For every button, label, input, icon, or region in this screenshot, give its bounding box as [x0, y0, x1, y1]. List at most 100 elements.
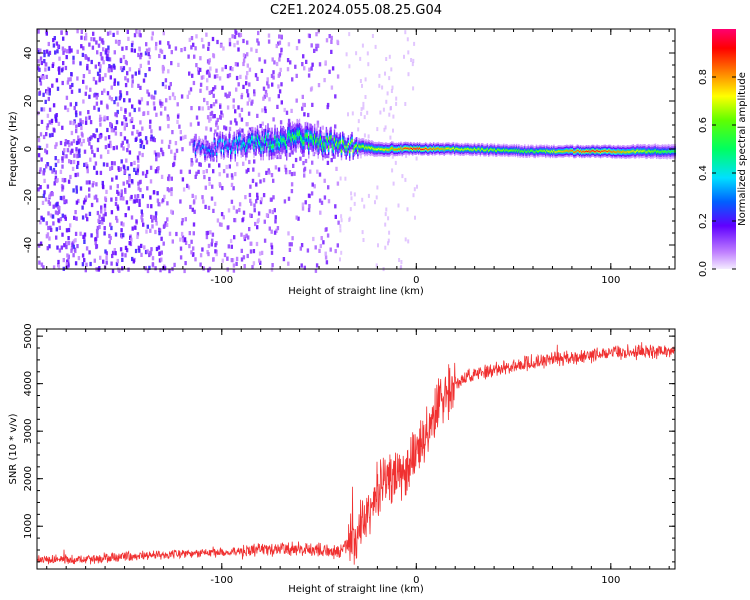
spectrogram-cell: [114, 201, 118, 206]
spectrogram-cell: [72, 188, 75, 193]
spectrogram-cell: [104, 136, 107, 141]
spectrogram-cell: [340, 250, 343, 255]
spectrogram-cell: [157, 152, 160, 157]
spectrogram-cell: [292, 163, 295, 168]
spectrogram-cell: [119, 66, 123, 71]
spectrogram-cell: [325, 38, 329, 43]
spectrogram-cell: [101, 76, 105, 81]
colorbar-gradient: [712, 29, 736, 269]
x-tick-label: 100: [601, 275, 620, 286]
spectrogram-cell: [263, 59, 267, 64]
spectrogram-cell: [255, 142, 257, 145]
spectrogram-cell: [442, 148, 444, 150]
spectrogram-cell: [72, 139, 76, 144]
spectrogram-cell: [82, 79, 85, 84]
spectrogram-cell: [114, 232, 118, 237]
spectrogram-cell: [224, 143, 226, 146]
spectrogram-cell: [78, 88, 81, 93]
spectrogram-cell: [93, 165, 96, 170]
spectrogram-cell: [115, 145, 118, 150]
spectrogram-cell: [260, 250, 264, 255]
spectrogram-cell: [324, 255, 328, 260]
spectrogram-cell: [85, 162, 88, 167]
spectrogram-cell: [83, 162, 86, 167]
spectrogram-cell: [659, 151, 661, 153]
spectrogram-cell: [143, 245, 146, 250]
spectrogram-cell: [171, 130, 174, 135]
spectrogram-cell: [262, 193, 266, 198]
spectrogram-cell: [124, 122, 127, 127]
spectrogram-cell: [94, 161, 98, 166]
spectrogram-cell: [514, 150, 517, 152]
spectrogram-cell: [70, 248, 73, 253]
spectrogram-cell: [89, 87, 92, 92]
spectrogram-cell: [223, 252, 227, 258]
spectrogram-cell: [164, 84, 167, 89]
spectrogram-cell: [128, 98, 131, 103]
spectrogram-cell: [308, 143, 310, 147]
spectrogram-cell: [263, 139, 266, 143]
spectrogram-cell: [76, 154, 79, 159]
spectrogram-cell: [137, 158, 140, 163]
spectrogram-cell: [88, 211, 92, 216]
spectrogram-cell: [204, 185, 207, 190]
spectrogram-cell: [78, 138, 82, 143]
spectrogram-cell: [334, 124, 337, 129]
spectrogram-cell: [102, 259, 105, 264]
spectrogram-cell: [48, 244, 51, 249]
spectrogram-cell: [207, 71, 211, 76]
spectrogram-cell: [141, 212, 144, 217]
spectrogram-cell: [393, 148, 395, 151]
spectrogram-cell: [116, 102, 120, 107]
spectrogram-cell: [227, 147, 229, 150]
spectrogram-cell: [167, 176, 170, 181]
spectrogram-cell: [124, 108, 127, 113]
spectrogram-cell: [276, 139, 278, 142]
spectrogram-cell: [213, 85, 217, 90]
snr-y-label: SNR (10 * v/v): [8, 413, 19, 484]
spectrogram-cell: [121, 266, 124, 271]
spectrogram-cell: [67, 241, 71, 246]
spectrogram-cell: [54, 144, 57, 149]
spectrogram-cell: [267, 84, 270, 89]
spectrogram-cell: [478, 148, 480, 150]
spectrogram-cell: [242, 210, 246, 215]
spectrogram-cell: [450, 148, 452, 150]
spectrogram-cell: [553, 150, 555, 152]
spectrogram-cell: [81, 253, 85, 258]
spectrogram-cell: [193, 142, 196, 144]
spectrogram-cell: [561, 151, 563, 153]
spectrogram-cell: [528, 151, 531, 153]
spectrogram-cell: [243, 264, 246, 269]
spectrogram-cell: [245, 148, 247, 151]
spectrogram-cell: [392, 181, 395, 186]
spectrogram-cell: [76, 160, 80, 166]
spectrogram-cell: [334, 249, 337, 254]
spectrogram-cell: [181, 235, 185, 240]
spectrogram-cell: [63, 178, 67, 183]
spectrogram-cell: [227, 244, 230, 249]
spectrogram-cell: [273, 208, 276, 213]
spectrogram-cell: [313, 184, 316, 189]
spectrogram-cell: [204, 154, 206, 156]
spectrogram-cell: [384, 212, 387, 217]
spectrogram-cell: [66, 107, 70, 113]
spectrogram-cell: [38, 77, 42, 82]
spectrogram-cell: [168, 231, 172, 236]
spectrogram-cell: [210, 104, 213, 109]
spectrogram-cell: [672, 150, 674, 153]
spectrogram-cell: [160, 257, 163, 262]
spectrogram-cell: [337, 220, 340, 225]
spectrogram-cell: [95, 40, 98, 45]
spectrogram-cell: [212, 169, 215, 174]
spectrogram-cell: [305, 134, 308, 137]
spectrogram-cell: [139, 187, 142, 193]
spectrogram-cell: [482, 148, 484, 150]
spectrogram-cell: [640, 150, 643, 153]
spectrogram-cell: [98, 224, 101, 230]
spectrogram-cell: [131, 40, 134, 45]
spectrogram-cell: [132, 124, 135, 130]
spectrogram-cell: [61, 213, 64, 218]
spectrogram-cell: [372, 147, 374, 150]
